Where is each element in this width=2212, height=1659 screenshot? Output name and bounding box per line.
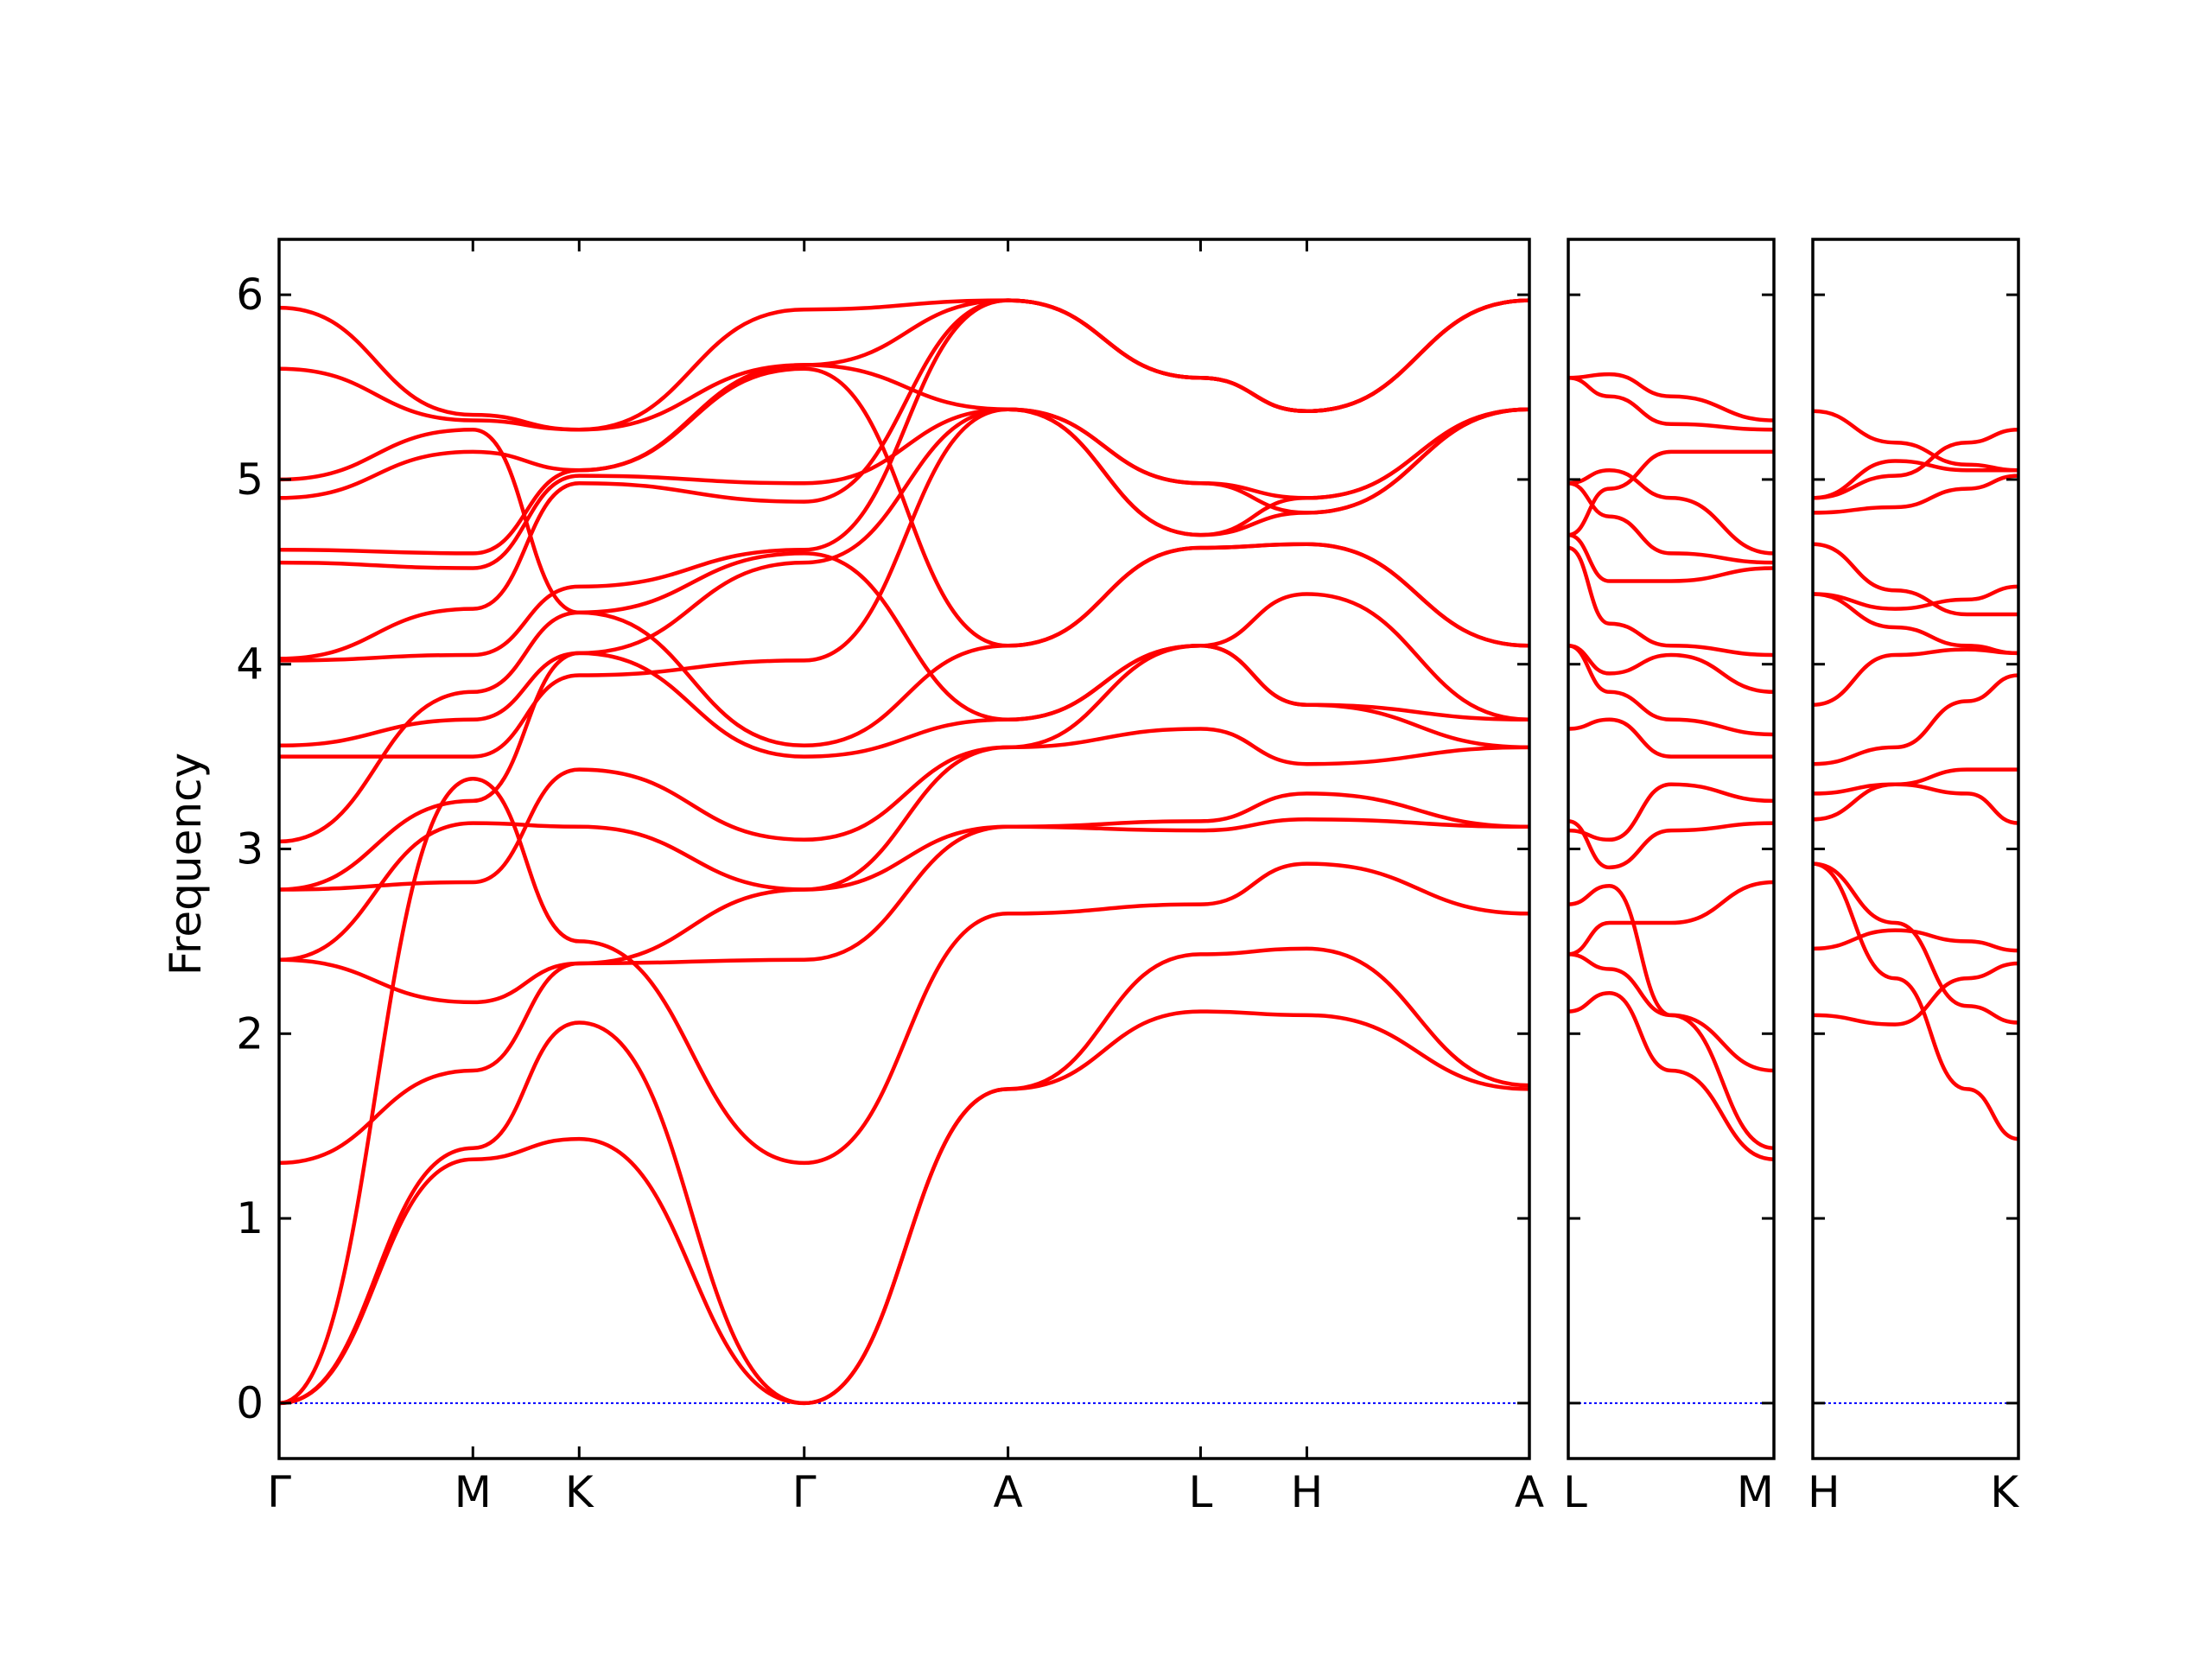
band-line-2 (279, 946, 1529, 1406)
band-line-5 (1813, 782, 2018, 825)
x-tick-label: H (1291, 1467, 1324, 1517)
band-line-4 (1568, 880, 1774, 957)
band-line-10 (1568, 545, 1774, 658)
band-line-8 (279, 592, 1529, 892)
y-tick-label: 0 (236, 1378, 264, 1428)
band-line-8 (1813, 647, 2018, 707)
band-line-6 (279, 727, 1529, 963)
band-line-1 (1568, 991, 1774, 1161)
x-tick-label: M (1737, 1467, 1774, 1517)
band-line-3 (1813, 861, 2018, 1141)
x-tick-label: A (1515, 1467, 1544, 1517)
y-axis-title: Frequency (161, 753, 211, 976)
x-tick-label: H (1808, 1467, 1840, 1517)
bands-group (1813, 409, 2018, 1141)
x-tick-label: K (565, 1467, 594, 1517)
band-line-15 (1568, 376, 1774, 432)
x-tick-label: Γ (267, 1467, 291, 1517)
y-tick-label: 3 (236, 824, 264, 874)
band-line-12 (1813, 474, 2018, 515)
band-line-13 (1568, 467, 1774, 556)
band-line-17 (279, 427, 1529, 722)
bands-group (1568, 372, 1774, 1161)
panel-1: 0 1 2 3 4 5 6 Γ M K Γ A L H A (236, 238, 1544, 1517)
band-line-15 (1813, 409, 2018, 473)
band-line-1 (1813, 961, 2018, 1027)
band-line-14 (1813, 427, 2018, 500)
band-line-2 (1568, 952, 1774, 1151)
band-line-9 (1568, 644, 1774, 695)
band-line-14 (279, 407, 1529, 570)
band-line-13 (1813, 459, 2018, 500)
band-line-4 (279, 791, 1529, 1166)
band-line-9 (1813, 592, 2018, 656)
band-line-8 (1568, 644, 1774, 737)
y-tick-label: 2 (236, 1008, 264, 1058)
y-tick-label: 1 (236, 1193, 264, 1243)
band-line-5 (279, 817, 1529, 1005)
y-tick-label: 5 (236, 454, 264, 505)
band-line-11 (1568, 532, 1774, 583)
x-tick-label: A (993, 1467, 1022, 1517)
bands-group (279, 298, 1529, 1406)
x-tick-label: Γ (792, 1467, 817, 1517)
band-line-19 (279, 298, 1529, 432)
band-line-10 (1813, 584, 2018, 611)
x-tick-label: L (1563, 1467, 1587, 1517)
band-line-15 (279, 363, 1529, 556)
band-line-12 (1568, 480, 1774, 565)
band-line-7 (1568, 717, 1774, 759)
band-line-11 (1813, 542, 2018, 617)
x-tick-label: K (1990, 1467, 2019, 1517)
y-tick-label: 4 (236, 639, 264, 690)
band-line-7 (1813, 673, 2018, 766)
band-line-6 (1813, 767, 2018, 796)
band-line-2 (1813, 928, 2018, 953)
band-line-6 (1568, 782, 1774, 842)
band-line-5 (1568, 819, 1774, 870)
band-line-3 (1568, 884, 1774, 1073)
band-line-14 (1568, 449, 1774, 537)
y-tick-label: 6 (236, 270, 264, 320)
band-line-4 (1813, 861, 2018, 1025)
band-line-16 (1568, 372, 1774, 423)
x-tick-label: L (1189, 1467, 1213, 1517)
x-tick-label: M (454, 1467, 492, 1517)
